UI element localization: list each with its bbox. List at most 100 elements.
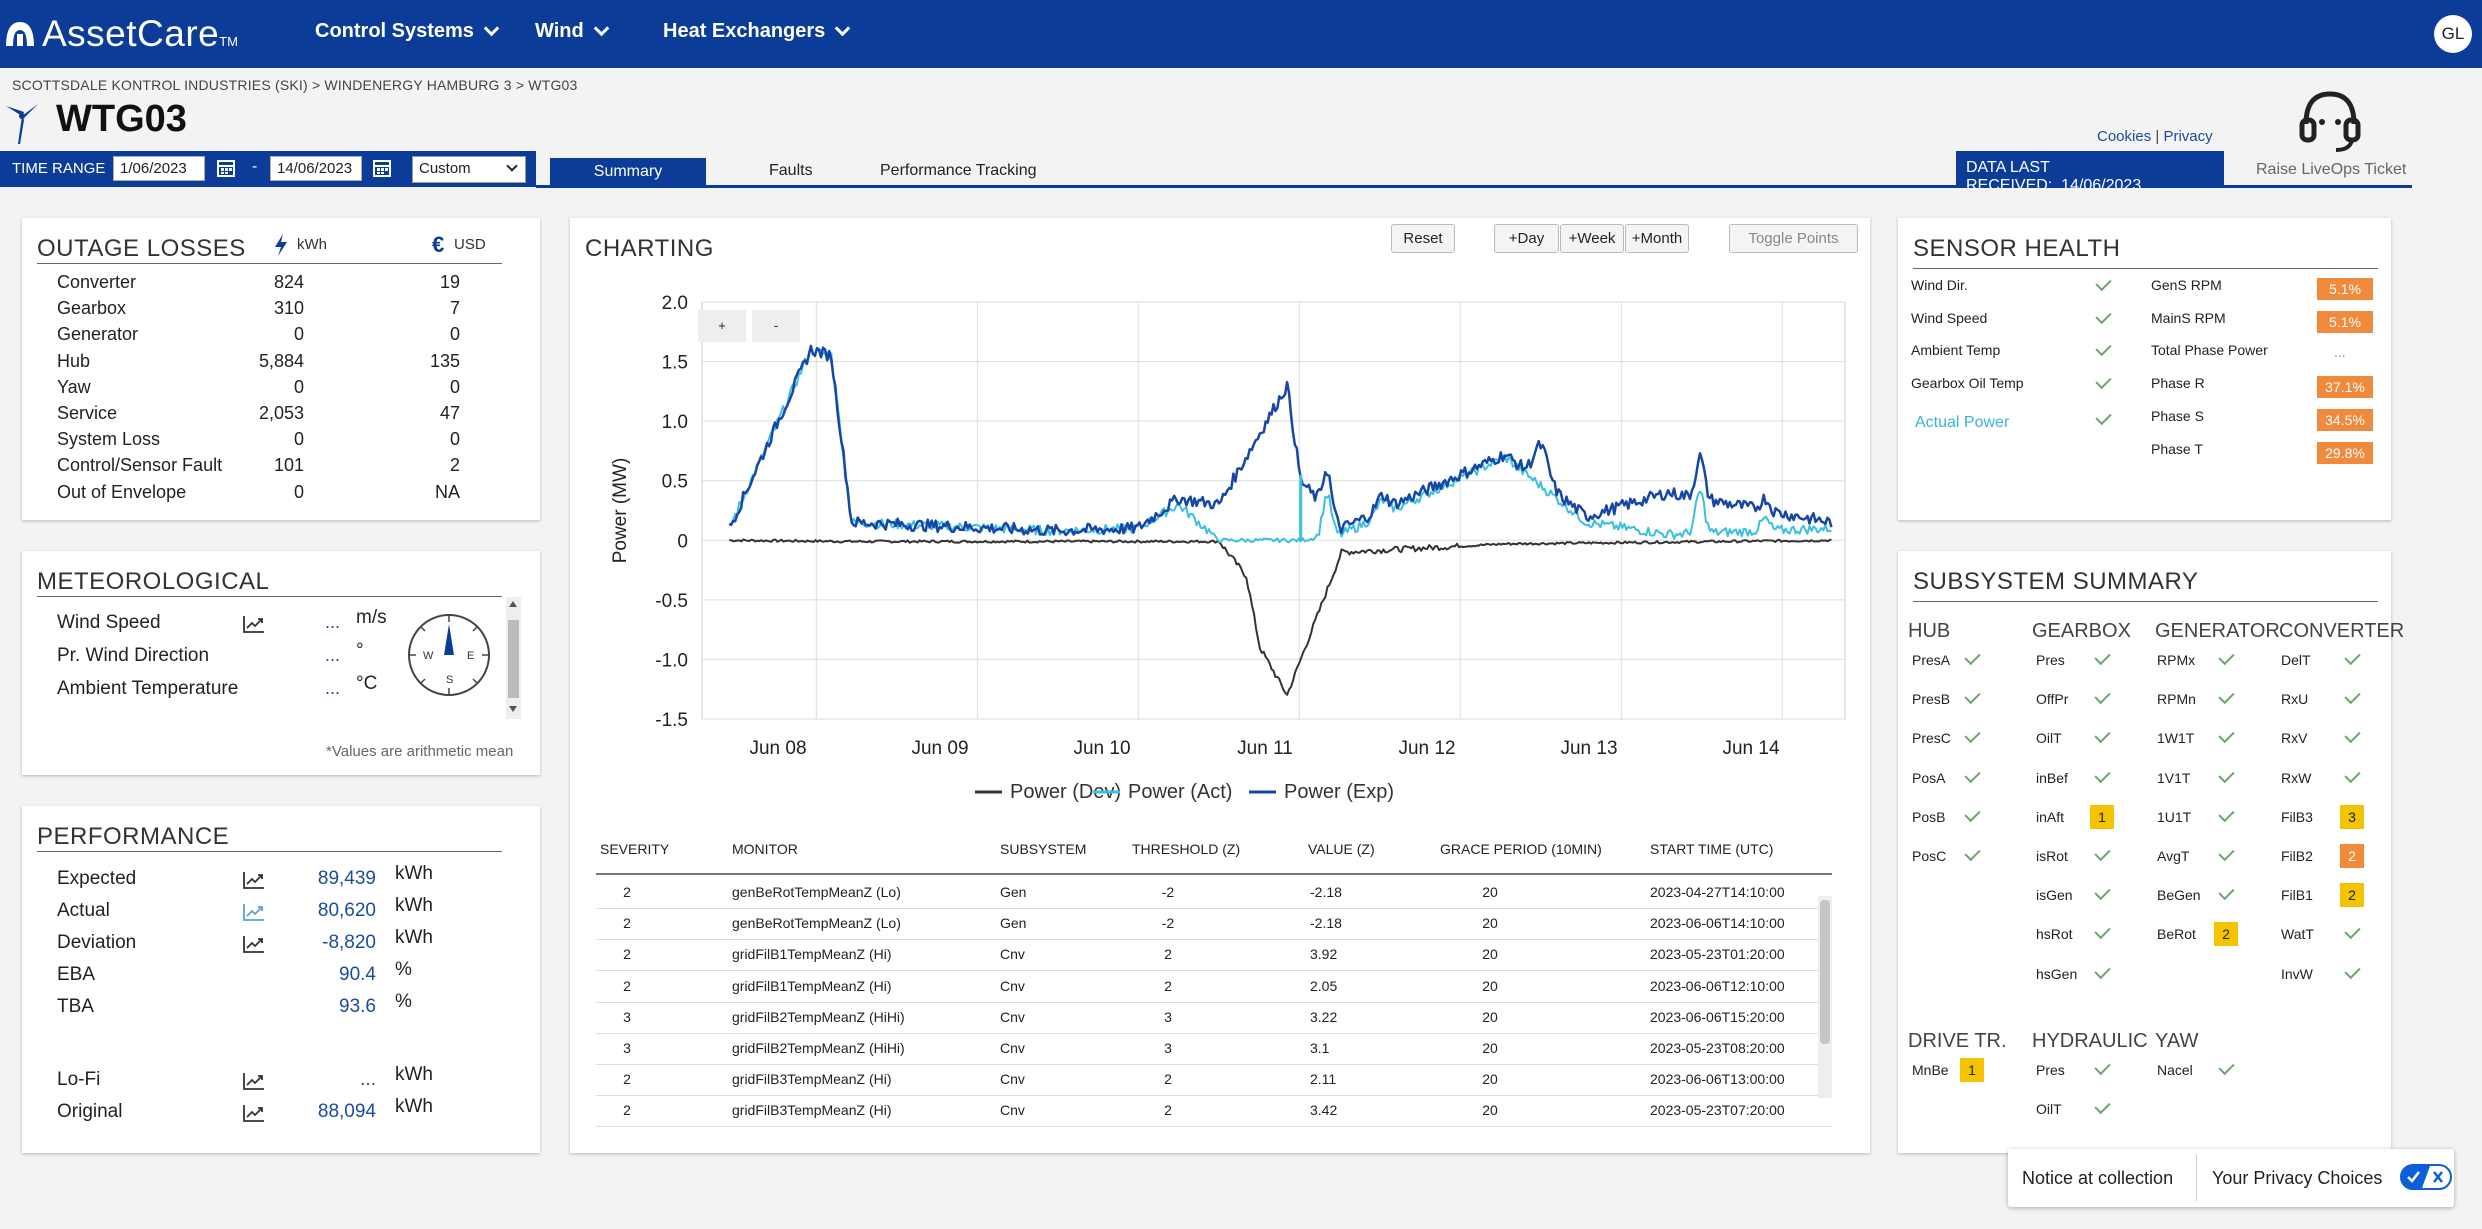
subsystem-item-label[interactable]: hsGen <box>2036 965 2078 982</box>
reset-button[interactable]: Reset <box>1391 224 1455 253</box>
subsystem-item-label[interactable]: hsRot <box>2036 926 2073 943</box>
subsystem-item-label[interactable]: FilB1 <box>2281 887 2313 904</box>
table-column-header[interactable]: GRACE PERIOD (10MIN) <box>1440 841 1602 857</box>
outage-row-kwh: 0 <box>293 481 304 502</box>
calendar-icon[interactable] <box>216 158 236 178</box>
add-month-button[interactable]: +Month <box>1625 224 1689 253</box>
table-column-header[interactable]: MONITOR <box>732 841 798 857</box>
meteo-scrollbar-thumb[interactable] <box>508 620 519 698</box>
subsystem-item-label[interactable]: PresB <box>1912 691 1951 708</box>
zoom-in-button[interactable]: + <box>698 310 746 342</box>
privacy-toggle-icon[interactable] <box>2400 1164 2452 1190</box>
table-column-header[interactable]: START TIME (UTC) <box>1650 841 1774 857</box>
fault-count-badge[interactable]: 1 <box>1960 1058 1984 1082</box>
subsystem-item-label[interactable]: Pres <box>2036 652 2065 668</box>
subsystem-item-label[interactable]: 1U1T <box>2157 808 2192 825</box>
breadcrumb[interactable]: SCOTTSDALE KONTROL INDUSTRIES (SKI) > WI… <box>12 77 578 93</box>
subsystem-item-label[interactable]: isGen <box>2036 887 2073 904</box>
trend-chart-icon[interactable] <box>242 1071 266 1091</box>
subsystem-item-label[interactable]: inAft <box>2036 808 2065 825</box>
subsystem-item-label[interactable]: isRot <box>2036 848 2068 864</box>
fault-count-badge[interactable]: 2 <box>2214 922 2238 947</box>
subsystem-item-label[interactable]: AvgT <box>2157 848 2190 864</box>
subsystem-item-label[interactable]: RxV <box>2281 730 2308 747</box>
app-logo[interactable]: AssetCare TM <box>0 12 238 56</box>
subsystem-item-label[interactable]: inBef <box>2036 769 2068 786</box>
tab-performance-tracking[interactable]: Performance Tracking <box>880 162 1037 179</box>
raise-liveops-ticket-link[interactable]: Raise LiveOps Ticket <box>2256 161 2407 178</box>
series-power-dev-line[interactable] <box>729 538 1832 696</box>
subsystem-item-label[interactable]: FilB2 <box>2281 848 2313 864</box>
table-cell: 20 <box>1482 946 1498 963</box>
table-column-header[interactable]: SEVERITY <box>600 841 670 857</box>
fault-count-badge[interactable]: 2 <box>2340 883 2364 908</box>
trend-chart-icon[interactable] <box>242 934 266 954</box>
calendar-icon[interactable] <box>372 158 392 178</box>
trend-chart-icon[interactable] <box>242 614 266 634</box>
outage-row-kwh: 824 <box>273 272 304 292</box>
subsystem-item-label[interactable]: Pres <box>2036 1062 2065 1078</box>
end-date-input[interactable]: 14/06/2023 <box>270 156 362 181</box>
subsystem-item-label[interactable]: BeGen <box>2157 887 2201 904</box>
subsystem-item-label[interactable]: PosB <box>1912 808 1946 825</box>
fault-count-badge[interactable]: 3 <box>2340 804 2364 829</box>
subsystem-item-label[interactable]: RPMn <box>2157 691 2196 708</box>
scroll-up-icon[interactable] <box>509 601 517 607</box>
subsystem-item-label[interactable]: InvW <box>2281 965 2313 982</box>
legend-label[interactable]: Power (Act) <box>1128 781 1232 803</box>
series-power-act-line[interactable] <box>728 345 1832 544</box>
power-chart[interactable]: 2.0 1.5 1.0 0.5 0 -0.5 -1.0 -1.5 Jun 08 Jun 09 Jun… <box>590 285 1850 820</box>
table-scrollbar-thumb[interactable] <box>1820 900 1830 1044</box>
cookies-link[interactable]: Cookies <box>2097 128 2152 145</box>
subsystem-item-label[interactable]: PresA <box>1912 652 1951 668</box>
trend-chart-icon[interactable] <box>242 1103 266 1123</box>
add-week-button[interactable]: +Week <box>1560 224 1624 253</box>
nav-wind[interactable]: Wind <box>535 20 609 43</box>
subsystem-item-label[interactable]: RxW <box>2281 769 2312 786</box>
table-column-header[interactable]: SUBSYSTEM <box>1000 841 1087 857</box>
trend-chart-icon[interactable] <box>242 870 266 890</box>
privacy-choices-link[interactable]: Your Privacy Choices <box>2212 1168 2383 1188</box>
table-cell: 3.22 <box>1310 1008 1338 1025</box>
fault-count-badge[interactable]: 1 <box>2090 804 2114 829</box>
range-select-value: Custom <box>419 160 471 177</box>
table-column-header[interactable]: VALUE (Z) <box>1308 841 1375 857</box>
subsystem-item-label[interactable]: 1V1T <box>2157 769 2191 786</box>
subsystem-item-label[interactable]: RxU <box>2281 691 2309 708</box>
zoom-out-button[interactable]: - <box>752 310 800 342</box>
nav-heat-exchangers[interactable]: Heat Exchangers <box>663 20 851 43</box>
scroll-down-icon[interactable] <box>509 706 517 712</box>
tab-summary[interactable]: Summary <box>550 158 706 185</box>
add-day-button[interactable]: +Day <box>1494 224 1559 253</box>
subsystem-item-label[interactable]: 1W1T <box>2157 730 2195 747</box>
legend-label[interactable]: Power (Exp) <box>1284 781 1394 803</box>
meteo-row-label: Pr. Wind Direction <box>57 645 210 666</box>
subsystem-item-label[interactable]: DelT <box>2281 652 2311 668</box>
subsystem-item-label[interactable]: BeRot <box>2157 926 2196 943</box>
subsystem-item-label[interactable]: RPMx <box>2157 652 2196 668</box>
toggle-points-button[interactable]: Toggle Points <box>1729 224 1858 253</box>
notice-at-collection-link[interactable]: Notice at collection <box>2022 1168 2174 1188</box>
subsystem-item-label[interactable]: MnBe <box>1912 1062 1949 1078</box>
trend-chart-icon[interactable] <box>242 902 266 922</box>
time-range-select[interactable]: Custom <box>412 156 526 183</box>
subsystem-item-label[interactable]: FilB3 <box>2281 808 2313 825</box>
subsystem-item-label[interactable]: PosA <box>1912 769 1946 786</box>
start-date-input[interactable]: 1/06/2023 <box>113 156 205 181</box>
subsystem-item-label[interactable]: WatT <box>2281 926 2314 943</box>
subsystem-item-label[interactable]: Nacel <box>2157 1062 2193 1078</box>
legend-label[interactable]: Power (Dev) <box>1010 781 1121 803</box>
fault-count-badge[interactable]: 2 <box>2340 844 2364 868</box>
subsystem-item-label[interactable]: PosC <box>1912 848 1947 864</box>
subsystem-item-label[interactable]: PresC <box>1912 730 1951 747</box>
privacy-link[interactable]: Privacy <box>2163 128 2213 145</box>
series-power-exp-line[interactable] <box>728 344 1833 537</box>
subsystem-item-label[interactable]: OilT <box>2036 730 2062 747</box>
headset-icon[interactable] <box>2290 84 2370 154</box>
nav-control-systems[interactable]: Control Systems <box>315 20 500 43</box>
user-avatar[interactable]: GL <box>2434 15 2472 53</box>
table-column-header[interactable]: THRESHOLD (Z) <box>1132 841 1241 857</box>
subsystem-item-label[interactable]: OilT <box>2036 1101 2062 1118</box>
subsystem-item-label[interactable]: OffPr <box>2036 691 2069 708</box>
tab-faults[interactable]: Faults <box>769 162 813 179</box>
